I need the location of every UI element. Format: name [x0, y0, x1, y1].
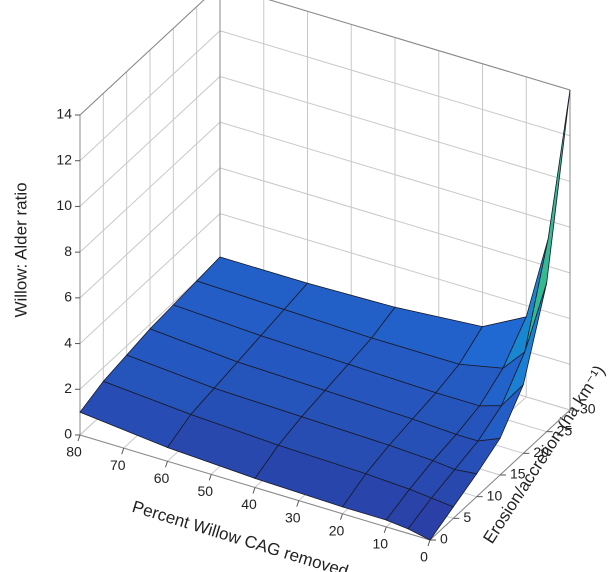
x-tick-label: 30 [285, 509, 301, 525]
y-tick-label: 25 [557, 422, 573, 438]
surface-patch [407, 497, 454, 541]
y-tick-label: 5 [463, 509, 471, 525]
x-tick-label: 40 [241, 496, 257, 512]
tick-mark [165, 461, 168, 468]
y-tick-label: 10 [487, 487, 503, 503]
x-tick-label: 60 [154, 470, 170, 486]
z-axis-title: Willow: Alder ratio [11, 182, 30, 317]
tick-mark [252, 487, 256, 494]
tick-mark [383, 526, 387, 534]
z-tick-label: 14 [56, 106, 72, 122]
y-tick-label: 0 [440, 531, 448, 547]
tick-mark [296, 500, 300, 507]
z-tick-label: 12 [56, 151, 72, 167]
axis-line [79, 0, 205, 116]
z-tick-label: 0 [64, 426, 72, 442]
x-tick-label: 10 [372, 536, 388, 552]
x-tick-label: 50 [197, 483, 213, 499]
tick-mark [77, 434, 81, 442]
z-tick-label: 6 [64, 289, 72, 305]
tick-mark [208, 474, 212, 481]
tick-mark [427, 539, 431, 547]
y-tick-label: 30 [580, 401, 596, 417]
tick-mark [340, 513, 343, 520]
x-tick-label: 70 [110, 457, 126, 473]
axis-line [268, 0, 571, 91]
x-tick-label: 80 [66, 444, 82, 460]
z-tick-label: 4 [64, 334, 72, 350]
z-tick-label: 8 [64, 243, 72, 259]
tick-mark [121, 447, 125, 455]
z-tick-label: 10 [56, 197, 72, 213]
y-tick-label: 20 [533, 444, 549, 460]
x-tick-label: 0 [420, 549, 428, 565]
z-tick-label: 2 [64, 380, 72, 396]
x-tick-label: 20 [329, 522, 345, 538]
y-tick-label: 15 [510, 466, 526, 482]
